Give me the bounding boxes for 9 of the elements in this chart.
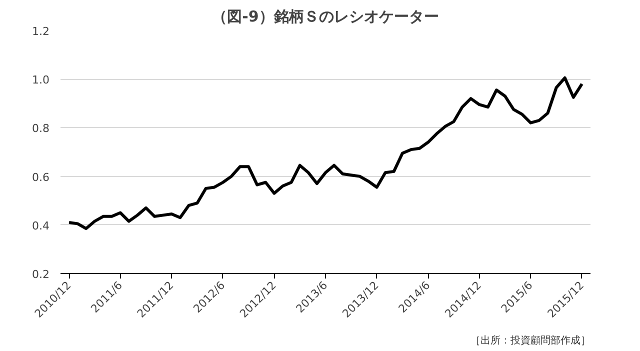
y-tick-label: 0.2: [32, 268, 50, 281]
chart-title: （図-9）銘柄Ｓのレシオケーター: [212, 8, 439, 26]
y-tick-label: 1.2: [32, 25, 50, 38]
y-tick-label: 0.4: [32, 219, 50, 232]
line-series: [68, 76, 584, 230]
y-tick-label: 0.8: [32, 122, 50, 136]
y-tick-label: 1.0: [32, 74, 50, 87]
text: ［出所：投資顧問部作成］: [470, 334, 590, 346]
y-tick-label: 0.6: [32, 170, 50, 184]
